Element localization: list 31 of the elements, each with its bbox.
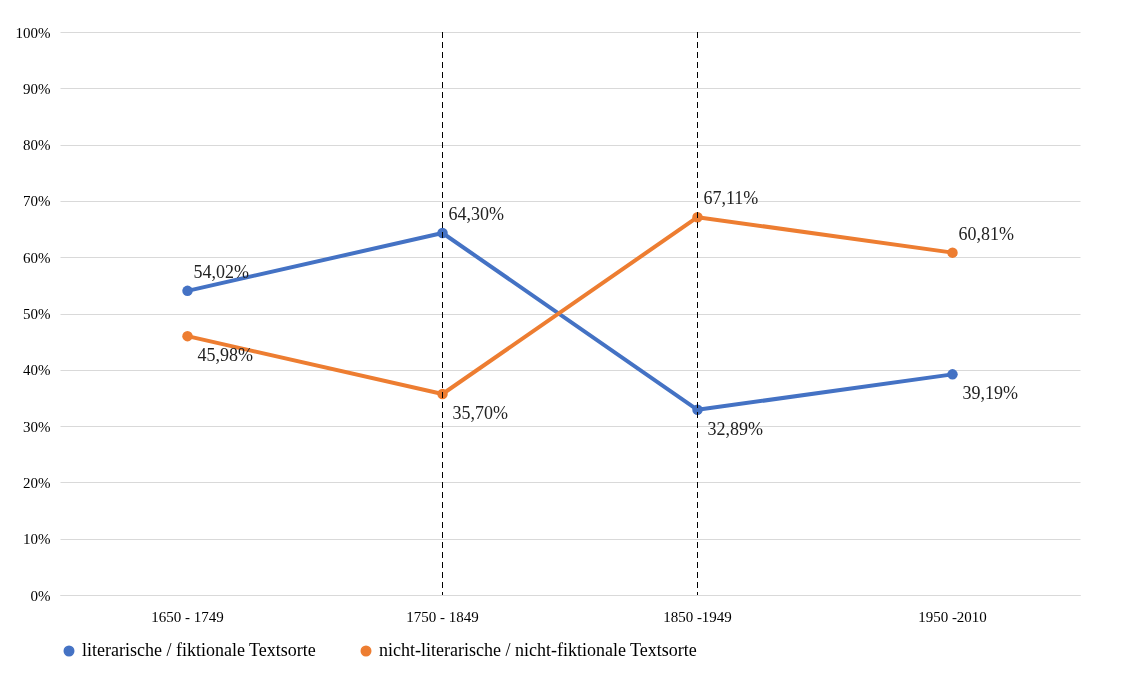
y-tick-label: 70%: [23, 193, 51, 210]
y-tick-label: 10%: [23, 531, 51, 548]
data-label: 54,02%: [193, 261, 249, 282]
data-label: 35,70%: [452, 403, 508, 424]
x-tick-label: 1950 -2010: [918, 608, 987, 625]
point: [182, 330, 193, 342]
point: [182, 285, 193, 297]
y-tick-label: 50%: [23, 306, 51, 322]
y-tick-label: 40%: [23, 362, 51, 379]
point: [692, 404, 703, 416]
point: [947, 369, 958, 380]
y-tick-label: 0%: [30, 587, 51, 604]
x-tick-label: 1650 - 1749: [151, 608, 224, 625]
y-tick-label: 100%: [15, 24, 51, 41]
y-tick-label: 80%: [23, 137, 51, 154]
y-tick-label: 30%: [23, 418, 51, 435]
x-tick-label: 1850 -1949: [663, 608, 732, 625]
legend-label: literarische / fiktionale Textsorte: [82, 640, 316, 660]
data-label: 39,19%: [962, 383, 1018, 404]
data-label: 67,11%: [703, 188, 759, 209]
x-tick-label: 1750 - 1849: [406, 608, 479, 625]
y-tick-label: 60%: [23, 249, 51, 266]
point: [947, 247, 958, 258]
data-label: 64,30%: [448, 203, 504, 224]
y-tick-label: 20%: [23, 474, 51, 491]
legend-label: nicht-literarische / nicht-fiktionale Textsorte: [379, 640, 697, 660]
data-label: 45,98%: [197, 345, 253, 366]
y-tick-label: 90%: [23, 80, 51, 97]
data-label: 60,81%: [958, 223, 1014, 244]
data-label: 32,89%: [707, 418, 763, 439]
point: [692, 211, 703, 223]
